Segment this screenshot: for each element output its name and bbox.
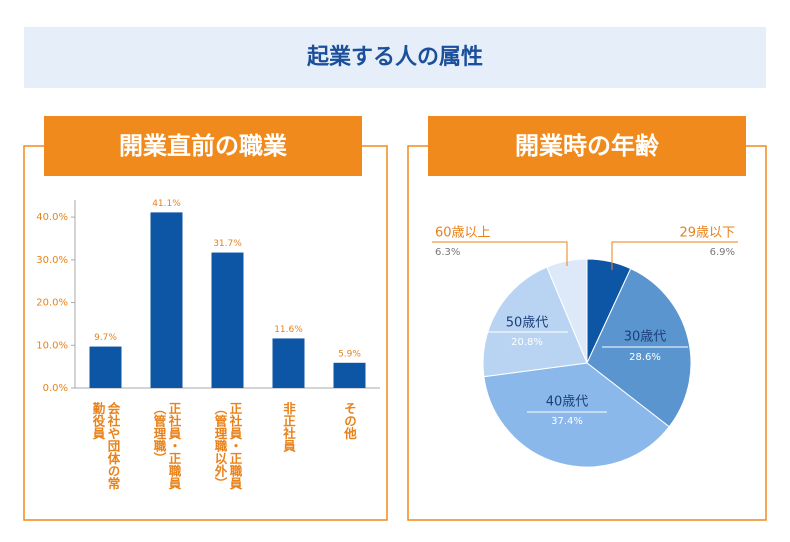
value-label: 11.6% [274,325,303,335]
value-label: 9.7% [94,333,117,343]
bar [333,362,366,388]
y-tick-label: 10.0% [36,340,68,351]
x-tick-label: 正社員・正職員（管理職） [151,402,182,490]
pie-slice [482,266,588,378]
pie-slice [483,362,670,468]
y-tick-label: 20.0% [36,298,68,309]
y-tick-label: 40.0% [36,212,68,223]
panel-frame [23,145,388,521]
slice-label: 29歳以下 [679,226,735,241]
bar [89,346,122,388]
header-bar [24,27,766,88]
value-label: 6.9% [710,247,735,258]
bar [211,252,244,388]
value-label: 31.7% [213,239,242,249]
panel-frame [407,145,767,521]
x-tick-label: その他 [342,402,357,440]
slice-label: 40歳代 [546,395,589,410]
bar [150,212,183,388]
value-label: 41.1% [152,199,181,209]
label-line [432,241,568,266]
bar [272,338,305,388]
panel-title-box [44,116,362,176]
value-label: 6.3% [435,247,460,258]
panel-title-box [428,116,746,176]
value-label: 37.4% [551,416,583,427]
y-tick-label: 0.0% [43,383,68,394]
header-title: 起業する人の属性 [306,45,483,70]
pie-slice [586,267,692,428]
value-label: 20.8% [511,337,543,348]
value-label: 5.9% [338,349,361,359]
value-label: 28.6% [629,352,661,363]
slice-label: 30歳代 [624,330,667,345]
chart-title: 開業直前の職業 [119,132,287,160]
x-tick-label: 会社や団体の常勤役員 [90,402,121,490]
slice-label: 50歳代 [506,316,549,331]
y-tick-label: 30.0% [36,255,68,266]
x-tick-label: 非正社員 [281,402,296,452]
slice-label: 60歳以上 [435,226,491,241]
chart-title: 開業時の年齢 [515,132,660,160]
x-tick-label: 正社員・正職員（管理職以外） [212,402,243,490]
label-line [611,241,738,270]
